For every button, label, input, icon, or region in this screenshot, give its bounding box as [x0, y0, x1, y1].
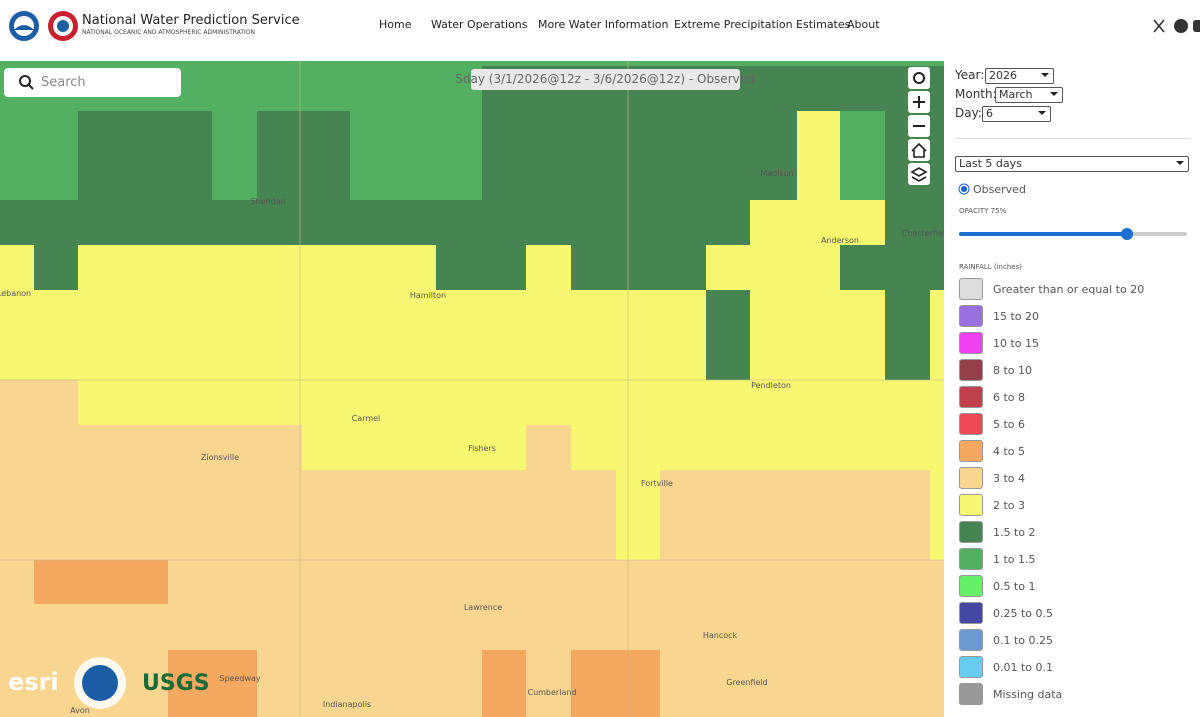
legend-swatch	[959, 656, 983, 678]
legend-label: 2 to 3	[993, 499, 1026, 512]
legend-swatch	[959, 683, 983, 705]
place-label: Indianapolis	[323, 700, 371, 709]
legend-label: 8 to 10	[993, 364, 1033, 377]
search-placeholder[interactable]: Search	[41, 75, 86, 90]
legend-swatch	[959, 440, 983, 462]
legend-label: 0.25 to 0.5	[993, 607, 1054, 620]
nav-link[interactable]: Water Operations	[431, 18, 528, 31]
legend-label: 5 to 6	[993, 418, 1026, 431]
header: National Water Prediction Service NATION…	[0, 0, 1200, 61]
opacity-slider[interactable]	[959, 227, 1187, 241]
legend-label: Missing data	[993, 688, 1063, 701]
attribution-logos: esri USGS	[8, 657, 210, 709]
svg-text:esri: esri	[8, 668, 59, 696]
search-box[interactable]	[4, 68, 181, 97]
legend-swatch	[959, 548, 983, 570]
legend-title: RAINFALL (inches)	[959, 263, 1022, 271]
year-label: Year:	[955, 68, 985, 82]
social-icons[interactable]	[1152, 18, 1200, 34]
mode-label: Observed	[973, 183, 1026, 196]
legend-swatch	[959, 467, 983, 489]
day-label: Day:	[955, 106, 982, 120]
legend-swatch	[959, 332, 983, 354]
legend-label: 6 to 8	[993, 391, 1026, 404]
month-label: Month:	[955, 87, 997, 101]
nav-link[interactable]: About	[847, 18, 880, 31]
place-label: Avon	[70, 706, 90, 715]
divider	[955, 138, 1190, 139]
svg-text:USGS: USGS	[142, 671, 210, 696]
nav-link[interactable]: Home	[379, 18, 412, 31]
place-label: Speedway	[219, 674, 261, 683]
legend-swatch	[959, 386, 983, 408]
legend-swatch	[959, 629, 983, 651]
legend-swatch	[959, 575, 983, 597]
nav-link[interactable]: More Water Information	[538, 18, 669, 31]
legend-swatch	[959, 413, 983, 435]
year-select[interactable]: 2026	[985, 68, 1054, 84]
legend-label: 10 to 15	[993, 337, 1040, 350]
place-label: Carmel	[352, 414, 381, 423]
legend-label: 4 to 5	[993, 445, 1026, 458]
legend-label: 3 to 4	[993, 472, 1026, 485]
legend-swatch	[959, 278, 983, 300]
opacity-label: OPACITY 75%	[959, 207, 1007, 215]
site-title: National Water Prediction Service	[82, 13, 300, 28]
month-select[interactable]: March	[995, 87, 1063, 103]
place-label: Zionsville	[201, 453, 239, 462]
site-subtitle: NATIONAL OCEANIC AND ATMOSPHERIC ADMINIS…	[82, 29, 255, 36]
day-select[interactable]: 6	[982, 106, 1051, 122]
legend-swatch	[959, 494, 983, 516]
place-label: Sheridan	[250, 197, 286, 206]
legend-swatch	[959, 359, 983, 381]
nav-link[interactable]: Extreme Precipitation Estimates	[674, 18, 851, 31]
place-label: Lawrence	[464, 603, 502, 612]
radio[interactable]	[958, 183, 970, 195]
period-select[interactable]: Last 5 days	[955, 156, 1189, 172]
legend-label: Greater than or equal to 20	[993, 283, 1145, 296]
legend-swatch	[959, 602, 983, 624]
legend-label: 1 to 1.5	[993, 553, 1036, 566]
place-label: Chesterfield	[902, 229, 944, 238]
place-label: Lebanon	[0, 289, 31, 298]
place-label: Hamilton	[410, 291, 446, 300]
legend-label: 1.5 to 2	[993, 526, 1036, 539]
place-label: Anderson	[821, 236, 859, 245]
product-label: 5day (3/1/2026@12z - 3/6/2026@12z) - Obs…	[455, 72, 754, 86]
legend-label: 0.5 to 1	[993, 580, 1036, 593]
legend-swatch	[959, 305, 983, 327]
place-label: Greenfield	[726, 678, 768, 687]
map[interactable]: Sheridan Madison Anderson Chesterfield Hamil…	[0, 61, 944, 717]
legend-swatch	[959, 521, 983, 543]
product-label-box	[471, 69, 740, 90]
sidebar: Year: 2026 Month: March Day: 6 Last 5 da…	[944, 61, 1200, 717]
place-label: Madison	[760, 169, 793, 178]
place-label: Fortville	[641, 479, 673, 488]
place-label: Fishers	[468, 444, 496, 453]
place-label: Hancock	[703, 631, 738, 640]
legend-label: 0.01 to 0.1	[993, 661, 1054, 674]
logos	[9, 11, 78, 41]
legend-label: 15 to 20	[993, 310, 1040, 323]
place-label: Cumberland	[527, 688, 576, 697]
legend-label: 0.1 to 0.25	[993, 634, 1054, 647]
place-label: Pendleton	[751, 381, 791, 390]
map-controls[interactable]	[908, 67, 930, 185]
